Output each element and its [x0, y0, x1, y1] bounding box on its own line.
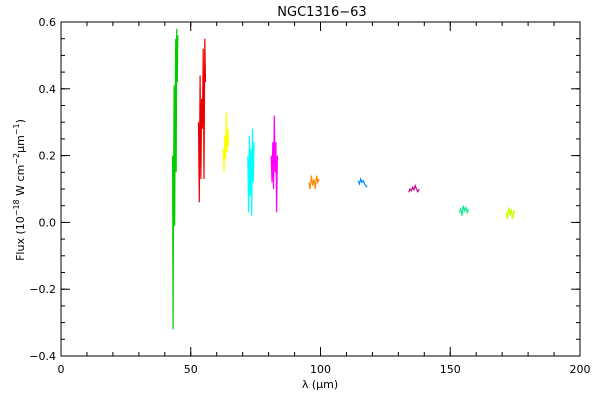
x-tick-label: 200 [570, 363, 591, 376]
spectrum-segment-10 [505, 207, 516, 220]
spectrum-segment-1 [172, 28, 179, 330]
y-label-end: ) [14, 119, 27, 123]
axis-ticks: 0 50 100 150 200 −0.4 −0.2 0.0 0.2 0.4 0.6 [29, 16, 590, 376]
y-tick-label: 0.6 [39, 16, 57, 29]
spectrum-segment-2 [197, 38, 207, 203]
spectrum-segment-4 [247, 128, 255, 216]
series-layer [172, 28, 516, 330]
y-tick-label: 0.2 [39, 150, 57, 163]
chart-title: NGC1316−63 [277, 5, 366, 20]
y-tick-label: −0.2 [29, 283, 56, 296]
y-axis-label: Flux (10−18 W cm−2μm−1) [12, 119, 27, 261]
y-label-exp2: −2 [12, 153, 21, 165]
y-tick-label: −0.4 [29, 350, 56, 363]
y-label-base: Flux (10 [14, 216, 27, 261]
y-label-mid2: μm [14, 135, 27, 153]
spectrum-segment-6 [308, 175, 320, 190]
spectrum-segment-7 [357, 177, 368, 188]
spectrum-segment-5 [270, 115, 278, 213]
x-tick-label: 0 [58, 363, 65, 376]
spectrum-segment-9 [458, 205, 469, 216]
y-tick-label: 0.0 [39, 216, 57, 229]
x-axis-label: λ (μm) [302, 378, 338, 391]
x-tick-label: 50 [184, 363, 198, 376]
x-tick-label: 100 [310, 363, 331, 376]
y-label-exp3: −1 [12, 123, 21, 135]
y-tick-label: 0.4 [39, 83, 57, 96]
y-label-mid: W cm [14, 165, 27, 200]
x-tick-label: 150 [440, 363, 461, 376]
plot-frame [60, 21, 581, 357]
spectrum-segment-3 [222, 112, 230, 173]
y-label-exp1: −18 [12, 199, 21, 216]
spectrum-segment-8 [408, 183, 420, 194]
